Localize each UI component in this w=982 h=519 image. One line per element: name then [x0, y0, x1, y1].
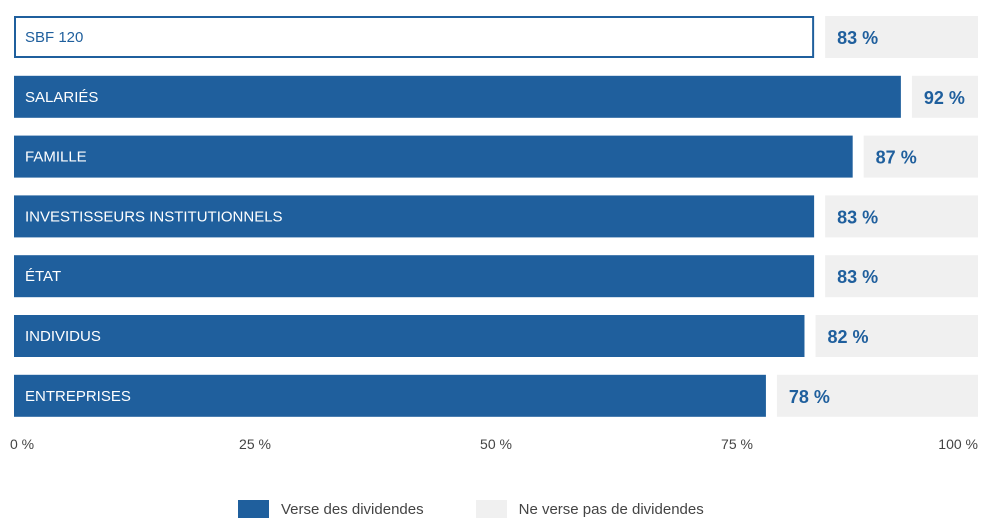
bar-pays: [14, 16, 815, 58]
bar-not-pays: [815, 315, 978, 357]
bar-not-pays: [863, 135, 978, 178]
bar-pays: [14, 195, 815, 238]
bar-pays: [14, 135, 853, 178]
bar-not-pays: [825, 195, 978, 238]
bar-pays: [14, 75, 901, 118]
category-label: FAMILLE: [25, 149, 87, 166]
bar-not-pays: [825, 16, 978, 58]
value-label: 87 %: [876, 148, 917, 168]
value-label: 82 %: [827, 327, 868, 347]
x-tick-label: 50 %: [480, 436, 512, 452]
legend-swatch-pays: [238, 500, 269, 518]
bar-not-pays: [776, 374, 978, 417]
category-label: SBF 120: [25, 29, 83, 46]
value-label: 83 %: [837, 207, 878, 227]
value-label: 83 %: [837, 267, 878, 287]
bar-not-pays: [911, 75, 978, 118]
category-label: SALARIÉS: [25, 89, 98, 106]
value-label: 92 %: [924, 88, 965, 108]
legend: Verse des dividendes Ne verse pas de div…: [238, 500, 756, 518]
bar-pays: [14, 374, 766, 417]
category-label: ÉTAT: [25, 268, 61, 285]
bar-pays: [14, 255, 815, 298]
value-label: 83 %: [837, 28, 878, 48]
category-label: INDIVIDUS: [25, 328, 101, 345]
x-tick-label: 25 %: [239, 436, 271, 452]
legend-label-pays: Verse des dividendes: [281, 500, 424, 518]
bar-pays: [14, 315, 805, 357]
legend-swatch-notpays: [475, 500, 507, 518]
bar-not-pays: [825, 255, 978, 298]
stacked-bar-chart: SBF 120 83 % SALARIÉS 92 % FAMILLE 87 % INVEST…: [10, 16, 978, 452]
x-tick-label: 0 %: [10, 436, 34, 452]
legend-item-pays: Verse des dividendes: [238, 500, 424, 518]
x-tick-label: 75 %: [721, 436, 753, 452]
legend-label-notpays: Ne verse pas de dividendes: [518, 500, 704, 518]
value-label: 78 %: [789, 387, 830, 407]
category-label: ENTREPRISES: [25, 388, 131, 405]
x-tick-label: 100 %: [938, 436, 978, 452]
category-label: INVESTISSEURS INSTITUTIONNELS: [25, 208, 283, 225]
legend-item-notpays: Ne verse pas de dividendes: [475, 500, 704, 518]
